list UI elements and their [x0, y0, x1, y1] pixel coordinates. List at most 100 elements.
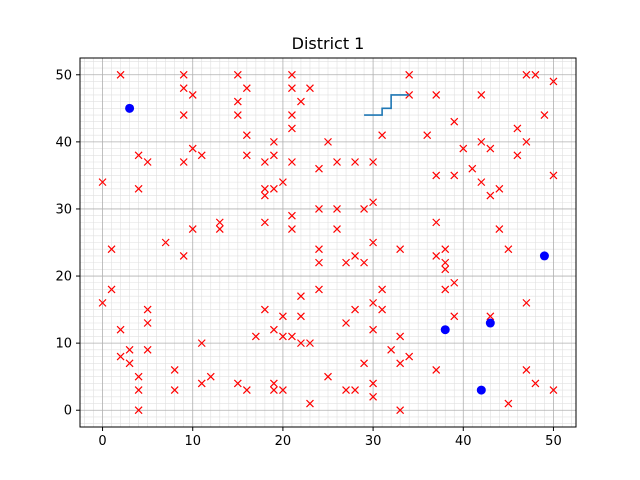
x-point	[242, 131, 251, 140]
x-point	[441, 285, 450, 294]
x-point	[450, 278, 459, 287]
x-point	[315, 245, 323, 254]
x-point	[197, 151, 206, 160]
dot-point	[125, 103, 135, 113]
x-point	[405, 90, 414, 99]
x-point	[513, 124, 522, 133]
x-point	[288, 225, 296, 234]
x-point	[333, 158, 341, 166]
dot-point	[440, 325, 450, 335]
x-point	[278, 332, 287, 341]
x-point	[251, 332, 260, 341]
x-point	[540, 111, 549, 119]
x-point	[188, 144, 197, 153]
x-point	[369, 158, 378, 166]
chart-title: District 1	[292, 34, 365, 53]
x-point	[387, 345, 396, 354]
x-point	[324, 137, 332, 146]
x-point	[432, 171, 441, 180]
x-point	[432, 218, 441, 227]
series-layer	[98, 70, 558, 415]
x-point	[369, 238, 378, 247]
x-point	[306, 339, 314, 348]
x-point	[549, 386, 558, 395]
x-point	[396, 359, 405, 368]
x-point	[486, 312, 495, 321]
x-tick-label: 20	[275, 434, 292, 449]
x-point	[342, 386, 350, 395]
x-point	[260, 191, 269, 200]
x-point	[260, 158, 269, 166]
x-point	[269, 379, 278, 388]
x-point	[107, 245, 116, 254]
x-point	[450, 171, 459, 180]
x-point	[477, 137, 486, 146]
x-point	[522, 298, 531, 307]
path-line	[364, 94, 410, 116]
x-point	[143, 158, 152, 166]
x-point	[477, 90, 486, 99]
x-point	[278, 386, 287, 395]
x-point	[306, 399, 314, 408]
x-point	[315, 164, 323, 173]
x-point	[134, 372, 143, 381]
x-point	[396, 332, 405, 341]
x-point	[369, 392, 378, 401]
x-point	[125, 345, 134, 354]
x-point	[378, 285, 387, 294]
x-point	[288, 158, 296, 166]
x-point	[288, 70, 296, 79]
x-point	[107, 285, 116, 294]
x-point	[360, 359, 368, 368]
x-point	[269, 325, 278, 334]
x-point	[125, 359, 134, 368]
x-point	[116, 70, 125, 79]
x-point	[459, 144, 468, 153]
x-tick-label: 10	[184, 434, 201, 449]
x-point	[549, 171, 558, 180]
x-point	[134, 386, 143, 395]
x-point	[134, 184, 143, 193]
x-point	[486, 191, 495, 200]
dot-point	[539, 251, 549, 261]
x-point	[342, 319, 350, 327]
x-point	[233, 70, 242, 79]
x-point	[369, 198, 378, 207]
x-point	[522, 366, 531, 374]
x-point	[179, 84, 188, 93]
x-point	[233, 379, 242, 388]
x-point	[522, 70, 531, 79]
x-point	[522, 137, 531, 146]
x-point	[450, 117, 459, 126]
x-tick-label: 30	[365, 434, 382, 449]
x-point	[197, 379, 206, 388]
x-point	[233, 97, 242, 106]
x-point	[260, 305, 269, 314]
x-point	[432, 251, 441, 260]
x-point	[179, 111, 188, 119]
x-point	[188, 90, 197, 99]
x-point	[98, 178, 107, 187]
x-point	[242, 151, 251, 160]
x-point	[170, 386, 179, 395]
x-point	[215, 218, 224, 227]
x-point	[342, 258, 350, 267]
x-point	[242, 386, 251, 395]
x-point	[278, 178, 287, 187]
x-point	[441, 265, 450, 274]
x-point	[179, 158, 188, 166]
x-point	[495, 184, 504, 193]
y-tick-label: 10	[55, 337, 72, 352]
x-point	[504, 399, 513, 408]
x-point	[260, 218, 269, 227]
x-point	[233, 111, 242, 119]
x-point	[179, 70, 188, 79]
x-point	[288, 211, 296, 220]
x-point	[116, 325, 125, 334]
x-point	[378, 131, 387, 140]
x-point	[269, 184, 278, 193]
x-point	[288, 84, 296, 93]
x-point	[360, 258, 368, 267]
y-tick-label: 30	[55, 202, 72, 217]
x-point	[378, 305, 387, 314]
